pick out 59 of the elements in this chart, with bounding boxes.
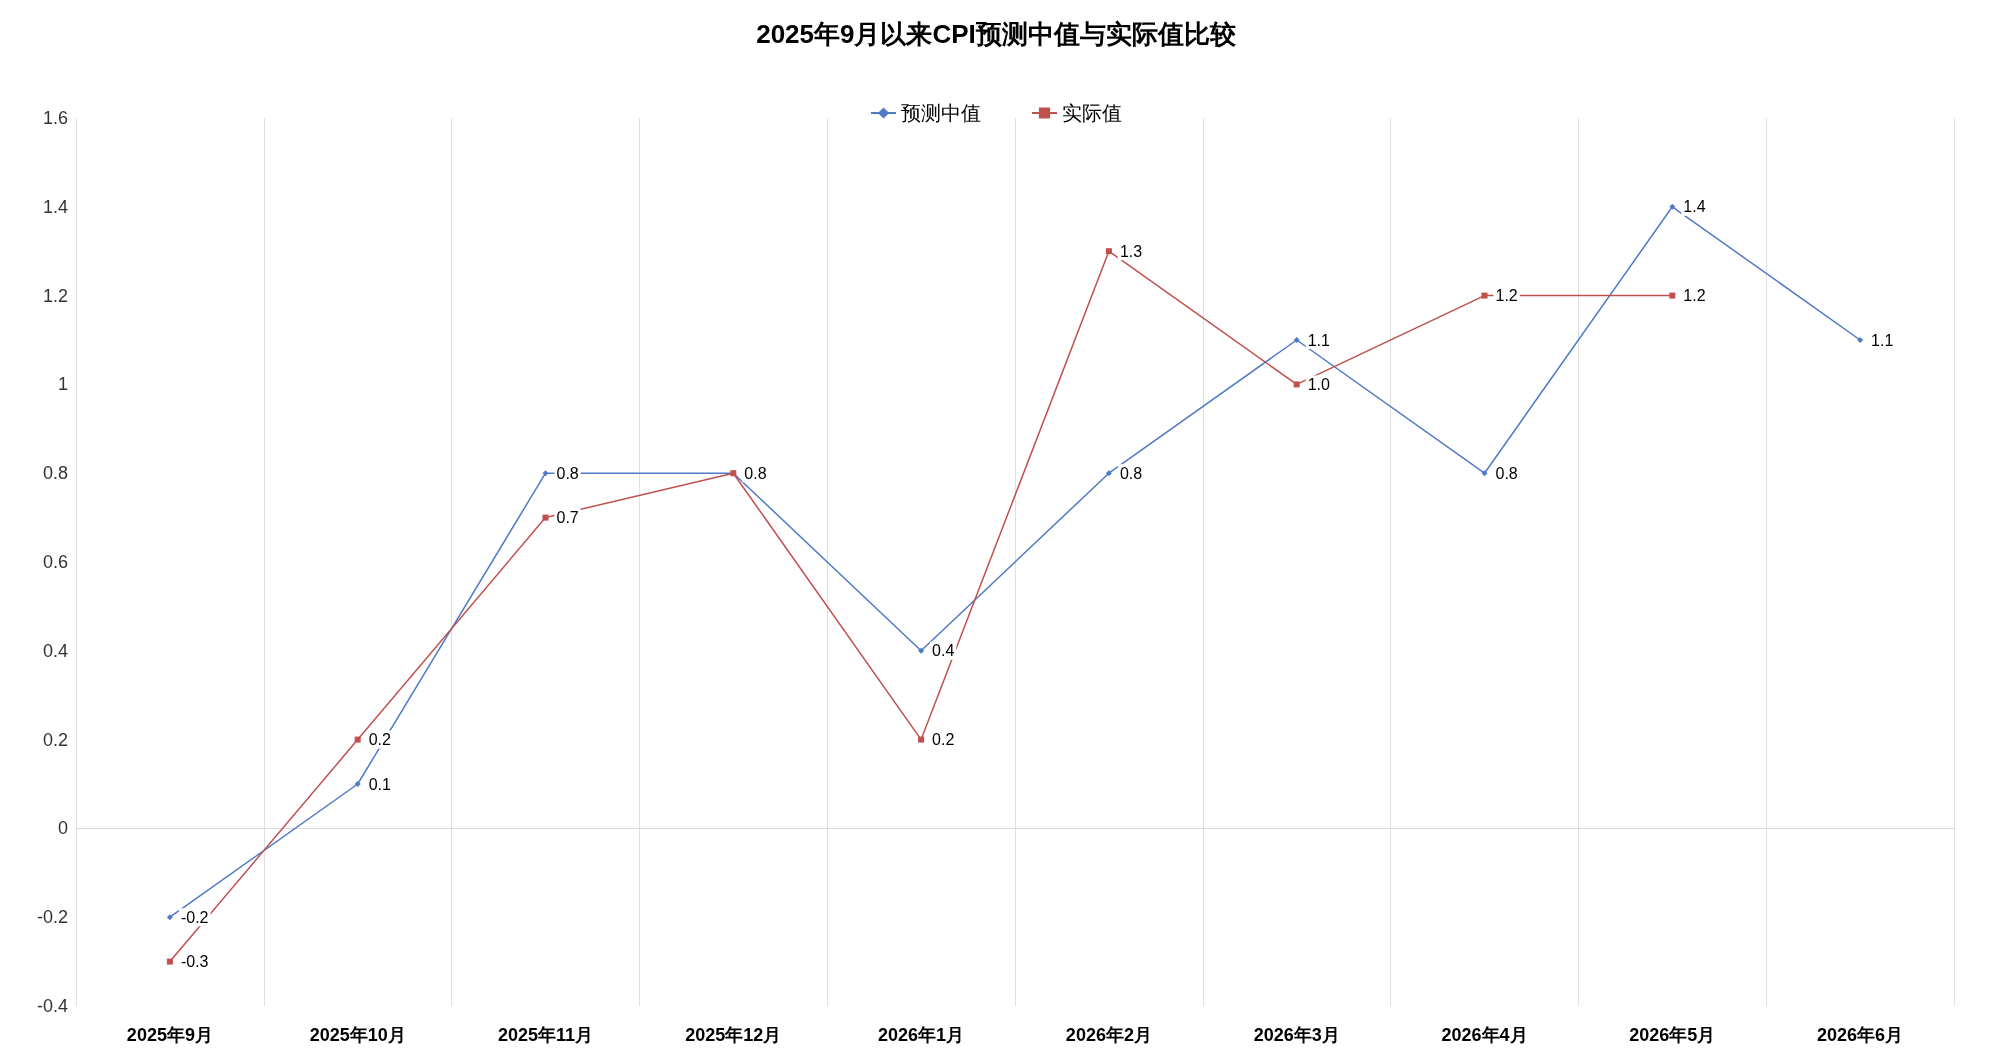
point [1481, 292, 1488, 299]
y-tick-label: -0.2 [36, 907, 68, 928]
point [354, 736, 361, 743]
data-label: -0.3 [180, 953, 209, 971]
data-label: -0.2 [180, 908, 209, 926]
point [1857, 337, 1864, 343]
x-tick-label: 2026年4月 [1441, 1025, 1528, 1045]
x-tick-label: 2026年1月 [878, 1025, 965, 1045]
data-label: 1.1 [1307, 331, 1331, 349]
data-label: 1.1 [1871, 331, 1894, 349]
x-tick-label: 2026年6月 [1817, 1025, 1904, 1045]
data-label: 0.7 [556, 509, 579, 527]
data-label: 0.8 [556, 464, 579, 482]
point [542, 514, 549, 521]
y-tick-label: 1 [57, 374, 68, 395]
x-tick-label: 2026年2月 [1065, 1025, 1152, 1045]
data-label: 0.8 [1119, 464, 1143, 482]
data-label: 1.0 [1307, 375, 1331, 393]
x-tick-label: 2025年9月 [126, 1025, 213, 1045]
y-tick-label: 1.2 [42, 285, 68, 306]
data-label: 0.8 [1495, 464, 1518, 482]
point [918, 736, 925, 743]
point [542, 470, 549, 477]
point [1105, 248, 1112, 255]
x-tick-label: 2025年11月 [497, 1025, 594, 1045]
y-tick-label: 0 [57, 818, 68, 839]
point [1293, 337, 1300, 343]
x-tick-label: 2026年5月 [1629, 1025, 1716, 1045]
point [1105, 470, 1112, 477]
data-label: 0.8 [744, 464, 767, 482]
point [918, 647, 925, 654]
y-tick-label: 0.6 [42, 552, 68, 572]
data-label: 0.4 [932, 642, 955, 660]
point [1481, 470, 1488, 477]
data-label: 0.1 [368, 775, 392, 793]
data-label: 0.2 [368, 731, 392, 749]
x-tick-label: 2026年3月 [1253, 1025, 1340, 1045]
point [1669, 203, 1676, 210]
x-tick-label: 2025年10月 [309, 1025, 406, 1045]
legend-label: 实际值 [1062, 102, 1122, 124]
y-tick-label: 0.8 [42, 463, 68, 484]
point [166, 914, 173, 921]
y-tick-label: 0.4 [42, 640, 68, 661]
y-tick-label: 1.4 [42, 196, 68, 217]
y-tick-label: -0.4 [36, 996, 68, 1016]
y-tick-label: 1.6 [42, 108, 68, 128]
legend-label: 预测中值 [901, 102, 981, 124]
data-label: 1.4 [1683, 198, 1706, 216]
data-label: 1.2 [1495, 287, 1518, 305]
point [354, 781, 361, 787]
data-label: 0.2 [932, 731, 955, 749]
data-label: 1.2 [1683, 287, 1706, 305]
point [166, 958, 173, 965]
chart-title: 2025年9月以来CPI预测中值与实际值比较 [756, 19, 1237, 49]
data-label: 1.3 [1119, 242, 1143, 260]
point [1669, 292, 1676, 299]
point [1293, 381, 1300, 388]
x-tick-label: 2025年12月 [685, 1025, 782, 1045]
y-tick-label: 0.2 [42, 729, 68, 750]
